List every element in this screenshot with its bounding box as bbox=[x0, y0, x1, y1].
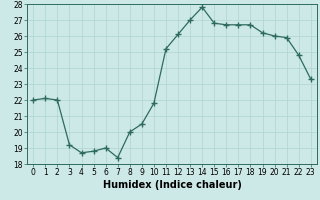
X-axis label: Humidex (Indice chaleur): Humidex (Indice chaleur) bbox=[103, 180, 241, 190]
